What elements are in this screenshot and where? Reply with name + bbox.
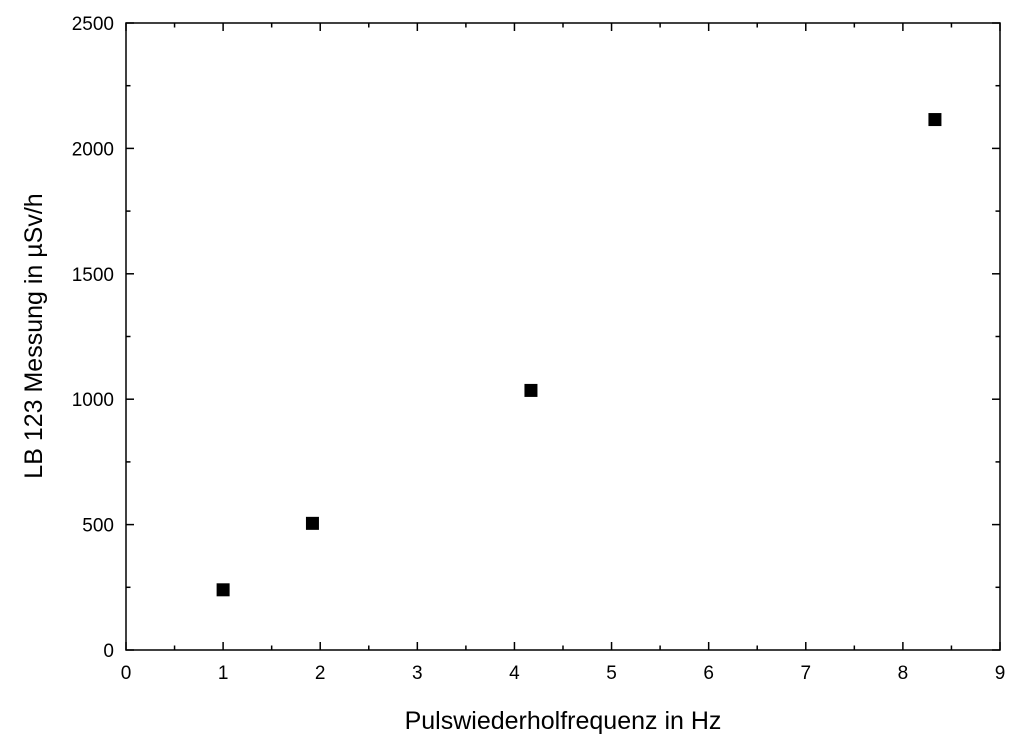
y-tick-labels: 0 500 1000 1500 2000 2500 [72, 14, 114, 662]
y-tick-label: 0 [103, 641, 114, 662]
x-tick-label: 3 [412, 663, 423, 684]
axis-ticks [125, 22, 1001, 651]
x-tick-label: 0 [121, 663, 132, 684]
plot-frame [125, 22, 1001, 651]
x-tick-label: 6 [703, 663, 714, 684]
y-axis-title: LB 123 Messung in µSv/h [20, 193, 48, 478]
data-points [216, 113, 942, 597]
y-tick-label: 1500 [72, 265, 114, 286]
data-point [524, 383, 538, 397]
x-tick-label: 2 [315, 663, 326, 684]
x-tick-label: 5 [606, 663, 617, 684]
x-tick-label: 7 [800, 663, 811, 684]
data-point [216, 583, 230, 597]
y-tick-label: 2500 [72, 14, 114, 35]
y-tick-label: 500 [82, 516, 114, 537]
data-point [305, 516, 319, 530]
x-tick-labels: 0 1 2 3 4 5 6 7 8 9 [121, 663, 1006, 684]
y-tick-label: 1000 [72, 390, 114, 411]
y-tick-label: 2000 [72, 139, 114, 160]
x-tick-label: 4 [509, 663, 520, 684]
x-tick-label: 1 [218, 663, 229, 684]
x-axis-title: Pulswiederholfrequenz in Hz [405, 707, 722, 735]
x-tick-label: 8 [898, 663, 909, 684]
x-tick-label: 9 [995, 663, 1006, 684]
data-point [928, 113, 942, 127]
